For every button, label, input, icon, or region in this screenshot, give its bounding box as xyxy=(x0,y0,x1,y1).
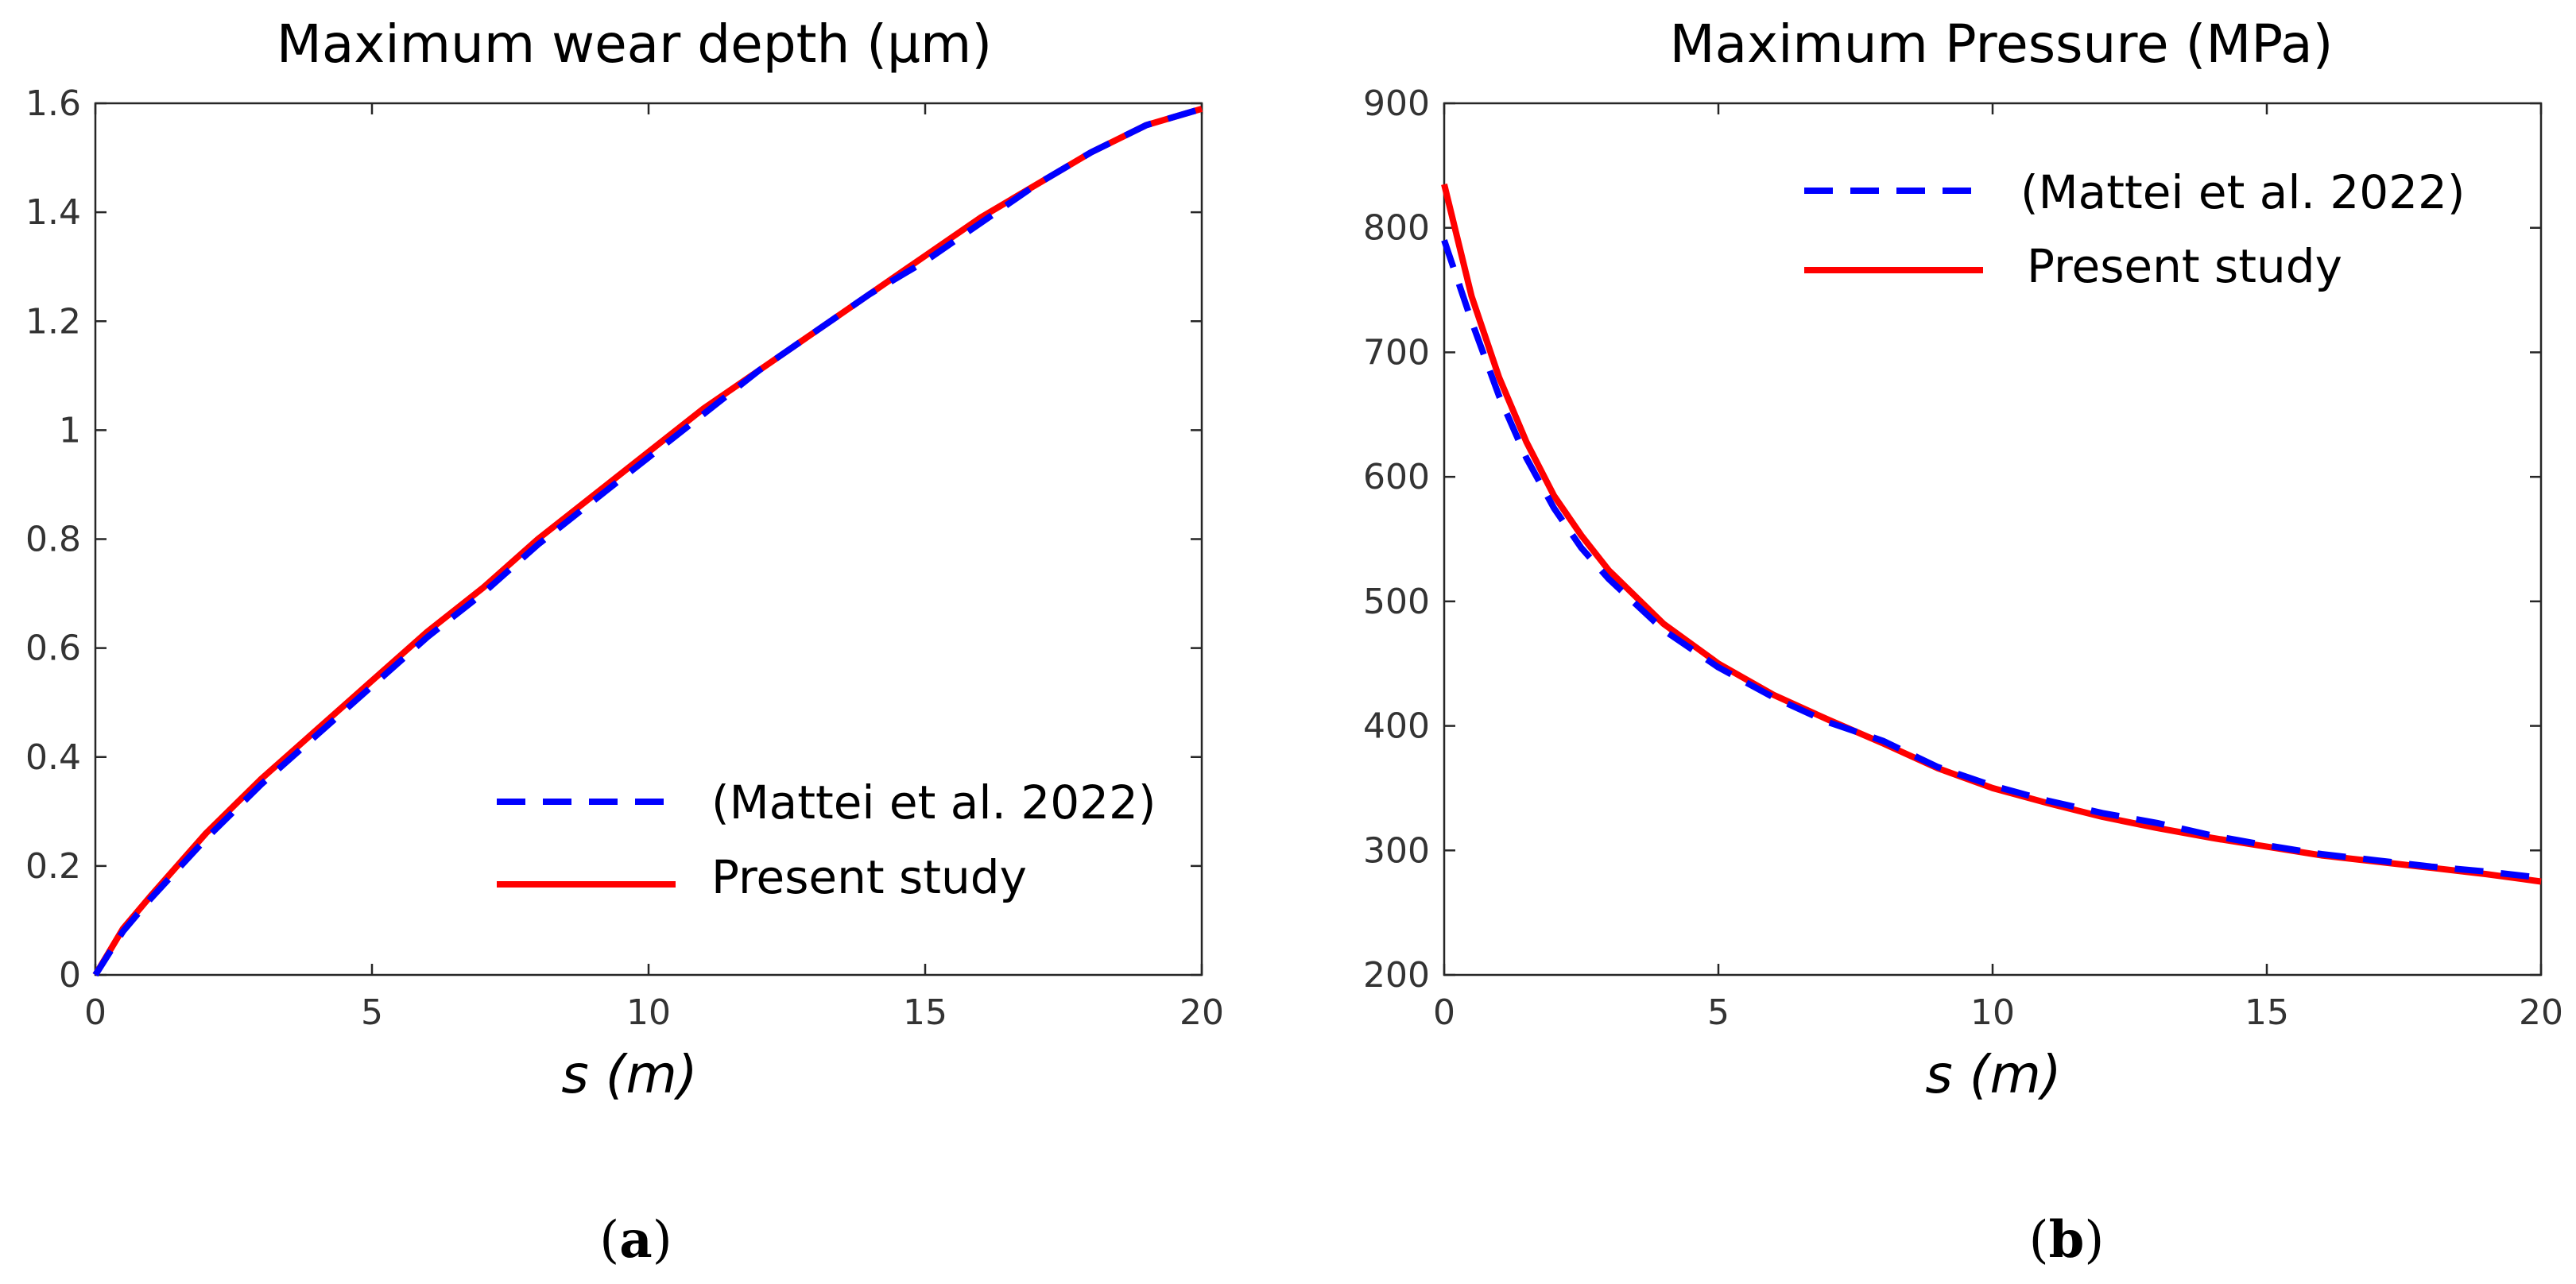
chart-b-panel-letter: b xyxy=(2049,1210,2085,1270)
chart-b-xtick-label-0: 0 xyxy=(1433,992,1455,1033)
chart-b-ytick-label-1: 300 xyxy=(1363,830,1430,871)
chart-a-series xyxy=(92,106,1203,977)
chart-a-legend: (Mattei et al. 2022) Present study xyxy=(497,775,1156,904)
chart-b-series-mattei-line xyxy=(1441,239,2542,881)
chart-a-legend-label-present: Present study xyxy=(711,850,1027,904)
chart-a-ytick-label-3: 0.6 xyxy=(25,628,81,669)
chart-a-panel-letter: a xyxy=(619,1210,652,1270)
chart-a-legend-label-mattei: (Mattei et al. 2022) xyxy=(711,775,1156,830)
chart-b-ytick-label-3: 500 xyxy=(1363,582,1430,622)
chart-a-xtick-label-3: 15 xyxy=(903,992,947,1033)
chart-a-series-mattei-line xyxy=(92,106,1203,977)
chart-a-title: Maximum wear depth (μm) xyxy=(277,14,992,75)
chart-a-ytick-label-5: 1 xyxy=(59,410,81,451)
chart-a-ytick-label-8: 1.6 xyxy=(25,83,81,124)
chart-a-ytick-label-2: 0.4 xyxy=(25,737,81,778)
chart-b-ytick-label-7: 900 xyxy=(1363,83,1430,124)
chart-a-panel-label: (a) xyxy=(599,1210,672,1270)
chart-a-xtick-label-0: 0 xyxy=(84,992,107,1033)
chart-a-ytick-label-1: 0.2 xyxy=(25,846,81,887)
chart-b-ticks: 0 5 10 15 20 200 300 400 500 600 700 800 900 xyxy=(1363,83,2563,1033)
chart-b-ytick-label-0: 200 xyxy=(1363,955,1430,996)
chart-b-plot-area xyxy=(1443,102,2543,977)
chart-a-ytick-label-6: 1.2 xyxy=(25,301,81,342)
chart-b-xtick-label-3: 15 xyxy=(2245,992,2289,1033)
chart-panel-a: Maximum wear depth (μm) 0 5 10 15 2000.20.40… xyxy=(25,14,1224,1270)
chart-b-title: Maximum Pressure (MPa) xyxy=(1670,14,2334,75)
chart-b-panel-label: (b) xyxy=(2029,1210,2105,1270)
chart-b-ytick-label-2: 400 xyxy=(1363,706,1430,747)
chart-b-ytick-label-4: 600 xyxy=(1363,457,1430,497)
chart-b-xtick-label-1: 5 xyxy=(1707,992,1730,1033)
chart-a-ytick-label-7: 1.4 xyxy=(25,192,81,233)
chart-a-xtick-label-2: 10 xyxy=(626,992,671,1033)
chart-b-ytick-label-6: 800 xyxy=(1363,208,1430,249)
chart-a-ytick-label-4: 0.8 xyxy=(25,520,81,560)
chart-a-ticks: 0 5 10 15 20 0 0.2 0.4 0.6 0.8 1 1.2 1.4 1.6 xyxy=(25,83,1224,1033)
chart-b-legend-label-present: Present study xyxy=(2027,239,2342,293)
chart-a-ytick-label-0: 0 xyxy=(59,955,81,996)
chart-b-legend: (Mattei et al. 2022) Present study xyxy=(1804,165,2466,293)
chart-b-xtick-label-2: 10 xyxy=(1970,992,2015,1033)
chart-b-xtick-label-4: 20 xyxy=(2519,992,2563,1033)
chart-b-series xyxy=(1441,183,2542,885)
chart-b-xlabel: s (m) xyxy=(1925,1044,2061,1105)
chart-b-legend-label-mattei: (Mattei et al. 2022) xyxy=(2020,165,2466,219)
chart-panel-b: Maximum Pressure (MPa) 0 5 10 15 20 200 300 400… xyxy=(1363,14,2563,1270)
chart-b-ytick-label-5: 700 xyxy=(1363,332,1430,373)
chart-a-xtick-label-4: 20 xyxy=(1180,992,1224,1033)
chart-a-xlabel: s (m) xyxy=(561,1044,697,1105)
chart-a-xtick-label-1: 5 xyxy=(361,992,383,1033)
chart-a-plot-area xyxy=(94,102,1203,977)
